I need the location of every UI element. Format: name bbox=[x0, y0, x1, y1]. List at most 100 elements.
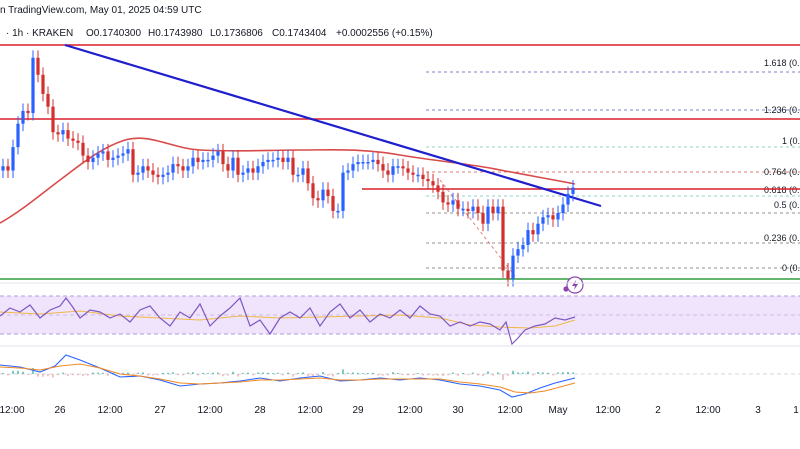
macd-histogram-bar bbox=[142, 372, 144, 374]
macd-histogram-bar bbox=[42, 374, 44, 377]
candle-body bbox=[401, 166, 405, 169]
candle-body bbox=[426, 179, 430, 182]
macd-histogram-bar bbox=[402, 374, 404, 376]
macd-histogram-bar bbox=[392, 372, 394, 374]
macd-histogram-bar bbox=[237, 374, 239, 377]
macd-histogram-bar bbox=[152, 374, 154, 376]
macd-line bbox=[0, 354, 576, 398]
macd-histogram-bar bbox=[122, 372, 124, 374]
candle-body bbox=[181, 166, 185, 171]
macd-histogram-bar bbox=[462, 373, 464, 374]
candle-body bbox=[101, 151, 105, 154]
candle-body bbox=[546, 215, 550, 218]
candle-body bbox=[321, 189, 325, 201]
macd-histogram-bar bbox=[77, 374, 79, 376]
macd-histogram-bar bbox=[262, 372, 264, 374]
macd-histogram-bar bbox=[107, 374, 109, 376]
candle-body bbox=[356, 162, 360, 165]
ohlc-change: +0.0002556 (+0.15%) bbox=[336, 28, 433, 39]
candle-body bbox=[371, 159, 375, 162]
macd-histogram-bar bbox=[7, 374, 9, 376]
lightning-badge[interactable] bbox=[566, 276, 584, 294]
ohlc-low: L0.1736806 bbox=[210, 28, 263, 39]
candle-body bbox=[566, 193, 570, 205]
candle-body bbox=[536, 223, 540, 235]
macd-histogram-bar bbox=[467, 374, 469, 376]
macd-histogram-bar bbox=[67, 374, 69, 376]
symbol-interval-exchange: · 1h · KRAKEN bbox=[6, 28, 73, 39]
rsi-signal-line bbox=[0, 310, 576, 329]
candle-body bbox=[461, 208, 465, 211]
candle-body bbox=[141, 166, 145, 173]
macd-histogram-bar bbox=[207, 373, 209, 374]
candle-body bbox=[341, 172, 345, 211]
x-tick-label: 12:00 bbox=[595, 405, 620, 416]
candle-body bbox=[71, 138, 75, 141]
macd-histogram-bar bbox=[137, 372, 139, 374]
candle-body bbox=[441, 191, 445, 203]
macd-histogram-bar bbox=[307, 374, 309, 377]
candle-body bbox=[271, 159, 275, 162]
candle-body bbox=[396, 166, 400, 168]
candle-body bbox=[411, 172, 415, 175]
candle-body bbox=[86, 155, 90, 162]
macd-histogram-bar bbox=[2, 373, 4, 374]
macd-histogram-bar bbox=[212, 372, 214, 374]
macd-histogram-bar bbox=[282, 374, 284, 376]
macd-histogram-bar bbox=[287, 372, 289, 374]
candle-body bbox=[136, 172, 140, 175]
candle-body bbox=[166, 172, 170, 175]
candle-body bbox=[471, 206, 475, 211]
candle-body bbox=[516, 249, 520, 256]
macd-histogram-bar bbox=[472, 372, 474, 374]
candlestick-series bbox=[1, 50, 575, 287]
x-tick-label: 26 bbox=[54, 405, 66, 416]
macd-histogram-bar bbox=[277, 372, 279, 374]
macd-histogram-bar bbox=[552, 374, 554, 376]
rsi-pane bbox=[0, 295, 800, 346]
x-tick-label: 1 bbox=[793, 405, 799, 416]
candle-body bbox=[201, 159, 205, 162]
macd-histogram-bar bbox=[102, 372, 104, 374]
candle-body bbox=[81, 142, 85, 156]
macd-histogram-bar bbox=[317, 374, 319, 376]
candle-body bbox=[231, 157, 235, 171]
candle-body bbox=[506, 270, 510, 279]
candle-body bbox=[41, 74, 45, 94]
candle-body bbox=[56, 132, 60, 135]
macd-histogram-bar bbox=[182, 374, 184, 376]
macd-histogram-bar bbox=[532, 374, 534, 376]
candle-body bbox=[251, 168, 255, 173]
macd-histogram-bar bbox=[542, 372, 544, 374]
candle-body bbox=[301, 168, 305, 175]
candle-body bbox=[326, 189, 330, 197]
candle-body bbox=[421, 174, 425, 180]
macd-histogram-bar bbox=[187, 372, 189, 374]
macd-histogram-bar bbox=[342, 369, 344, 374]
x-tick-label: May bbox=[549, 405, 568, 416]
x-tick-label: 12:00 bbox=[97, 405, 122, 416]
candle-body bbox=[386, 170, 390, 175]
fib-label-0236: 0.236 (0. bbox=[764, 233, 800, 243]
fib-label-0: 0 (0. bbox=[782, 263, 800, 273]
rsi-line bbox=[0, 296, 576, 346]
macd-histogram-bar bbox=[407, 374, 409, 376]
x-tick-label: 2 bbox=[655, 405, 661, 416]
macd-histogram-bar bbox=[17, 370, 19, 374]
candle-body bbox=[256, 166, 260, 173]
candle-body bbox=[246, 168, 250, 173]
macd-histogram-bar bbox=[127, 372, 129, 374]
macd-histogram-bar bbox=[387, 374, 389, 376]
macd-histogram-bar bbox=[47, 374, 49, 377]
macd-histogram-bar bbox=[37, 374, 39, 377]
badge-dot bbox=[563, 286, 569, 292]
candle-body bbox=[331, 196, 335, 211]
candle-body bbox=[406, 168, 410, 173]
candle-body bbox=[126, 149, 130, 154]
candle-body bbox=[296, 174, 300, 177]
macd-histogram-bar bbox=[252, 374, 254, 376]
x-tick-label: 29 bbox=[352, 405, 364, 416]
candle-body bbox=[61, 130, 65, 135]
candle-body bbox=[261, 162, 265, 167]
